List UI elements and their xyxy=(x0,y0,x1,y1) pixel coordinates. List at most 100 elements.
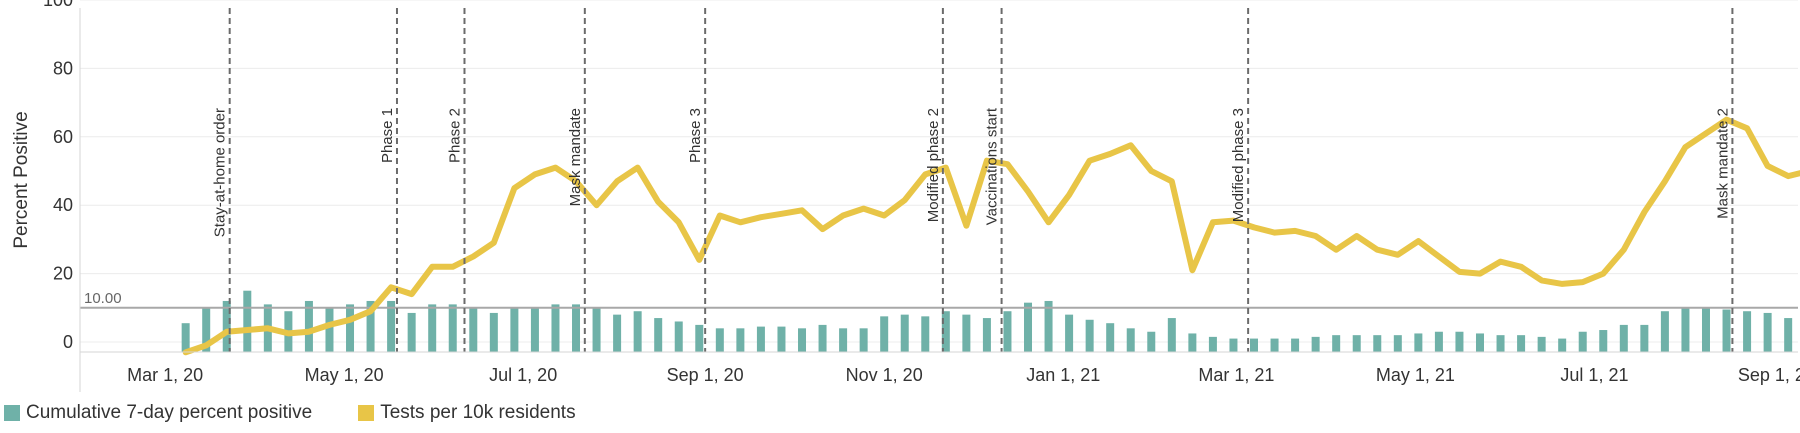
x-tick-label: May 1, 21 xyxy=(1376,365,1455,385)
bar[interactable] xyxy=(756,326,765,352)
bar[interactable] xyxy=(572,304,581,352)
bar[interactable] xyxy=(1558,338,1567,352)
x-tick-label: May 1, 20 xyxy=(305,365,384,385)
bar[interactable] xyxy=(736,328,745,352)
bar[interactable] xyxy=(592,307,601,352)
bar[interactable] xyxy=(777,326,786,352)
bar[interactable] xyxy=(921,316,930,352)
bar[interactable] xyxy=(1270,338,1279,352)
legend-item-bars[interactable]: Cumulative 7-day percent positive xyxy=(4,402,312,424)
bar[interactable] xyxy=(674,321,683,352)
bar[interactable] xyxy=(407,312,416,352)
event-label: Stay-at-home order xyxy=(212,108,229,237)
bar[interactable] xyxy=(1496,335,1505,352)
bar[interactable] xyxy=(798,328,807,352)
bar[interactable] xyxy=(695,324,704,352)
bar[interactable] xyxy=(613,314,622,352)
bar[interactable] xyxy=(387,300,396,352)
bar[interactable] xyxy=(900,314,909,352)
reference-line-group: 10.00 xyxy=(80,290,1798,309)
bar[interactable] xyxy=(1784,318,1793,352)
event-label: Phase 2 xyxy=(446,108,463,163)
bar[interactable] xyxy=(346,304,355,352)
bar[interactable] xyxy=(1722,309,1731,352)
x-tick-label: Jul 1, 20 xyxy=(489,365,557,385)
bar[interactable] xyxy=(715,328,724,352)
x-tick-label: Mar 1, 20 xyxy=(127,365,203,385)
bar[interactable] xyxy=(1517,335,1526,352)
bar[interactable] xyxy=(1393,335,1402,352)
line-path[interactable] xyxy=(182,116,1800,356)
bar[interactable] xyxy=(982,318,991,352)
bar[interactable] xyxy=(1619,324,1628,352)
bar[interactable] xyxy=(1126,328,1135,352)
x-tick-label: Sep 1, 21 xyxy=(1738,365,1800,385)
bar[interactable] xyxy=(469,307,478,352)
bar[interactable] xyxy=(1373,335,1382,352)
bar[interactable] xyxy=(243,290,252,352)
bar[interactable] xyxy=(1332,335,1341,352)
bar[interactable] xyxy=(1475,333,1484,352)
bar[interactable] xyxy=(551,304,560,352)
bar[interactable] xyxy=(1681,307,1690,352)
bar[interactable] xyxy=(1024,302,1033,352)
bar[interactable] xyxy=(633,311,642,352)
bar[interactable] xyxy=(1250,338,1258,352)
bar[interactable] xyxy=(1660,311,1669,352)
bar[interactable] xyxy=(1640,324,1649,352)
event-label: Phase 3 xyxy=(687,108,704,163)
bar[interactable] xyxy=(202,307,211,352)
bar[interactable] xyxy=(1167,318,1176,352)
bar[interactable] xyxy=(962,314,971,352)
bar[interactable] xyxy=(489,312,498,352)
bar[interactable] xyxy=(880,316,889,352)
axes: 0 20 40 60 80 100 Percent Positive Mar 1, 20 May… xyxy=(11,0,1800,392)
legend-item-line[interactable]: Tests per 10k residents xyxy=(358,402,576,424)
bar[interactable] xyxy=(1229,338,1238,352)
bar[interactable] xyxy=(1188,333,1197,352)
bar[interactable] xyxy=(1003,311,1012,352)
event-label: Vaccinations start xyxy=(984,107,1001,225)
legend-swatch-line xyxy=(358,405,375,421)
bar[interactable] xyxy=(1147,331,1156,352)
bar[interactable] xyxy=(1537,336,1546,352)
x-tick-label: Nov 1, 20 xyxy=(846,365,923,385)
bar[interactable] xyxy=(1085,319,1094,352)
event-label: Mask mandate xyxy=(567,108,584,206)
bar[interactable] xyxy=(1455,331,1464,352)
bar[interactable] xyxy=(1044,300,1053,352)
bar[interactable] xyxy=(304,300,313,352)
bar[interactable] xyxy=(839,328,848,352)
bar[interactable] xyxy=(448,304,457,352)
bar[interactable] xyxy=(1311,336,1320,352)
bar[interactable] xyxy=(1208,336,1217,352)
bar[interactable] xyxy=(1065,314,1074,352)
bar[interactable] xyxy=(428,304,437,352)
bar[interactable] xyxy=(654,318,663,352)
bar[interactable] xyxy=(325,307,334,352)
bar[interactable] xyxy=(510,307,519,352)
bar[interactable] xyxy=(222,300,231,352)
bar[interactable] xyxy=(1291,338,1300,352)
bar[interactable] xyxy=(1743,311,1752,352)
bar[interactable] xyxy=(1578,331,1587,352)
legend-label-line: Tests per 10k residents xyxy=(380,402,576,423)
bar[interactable] xyxy=(366,300,375,352)
bar[interactable] xyxy=(1106,323,1115,352)
bar[interactable] xyxy=(1352,335,1361,352)
x-tick-label: Jan 1, 21 xyxy=(1026,365,1100,385)
bar[interactable] xyxy=(1701,307,1710,352)
bar[interactable] xyxy=(941,311,950,352)
y-axis-title: Percent Positive xyxy=(11,111,32,248)
bar[interactable] xyxy=(1599,330,1608,352)
reference-line-label: 10.00 xyxy=(84,290,122,307)
bar[interactable] xyxy=(1763,312,1772,352)
bar[interactable] xyxy=(530,307,539,352)
bar[interactable] xyxy=(181,323,190,352)
event-label: Modified phase 2 xyxy=(925,108,942,222)
bar[interactable] xyxy=(1414,333,1423,352)
bar[interactable] xyxy=(818,324,827,352)
bar[interactable] xyxy=(859,328,868,352)
bar[interactable] xyxy=(1434,331,1443,352)
